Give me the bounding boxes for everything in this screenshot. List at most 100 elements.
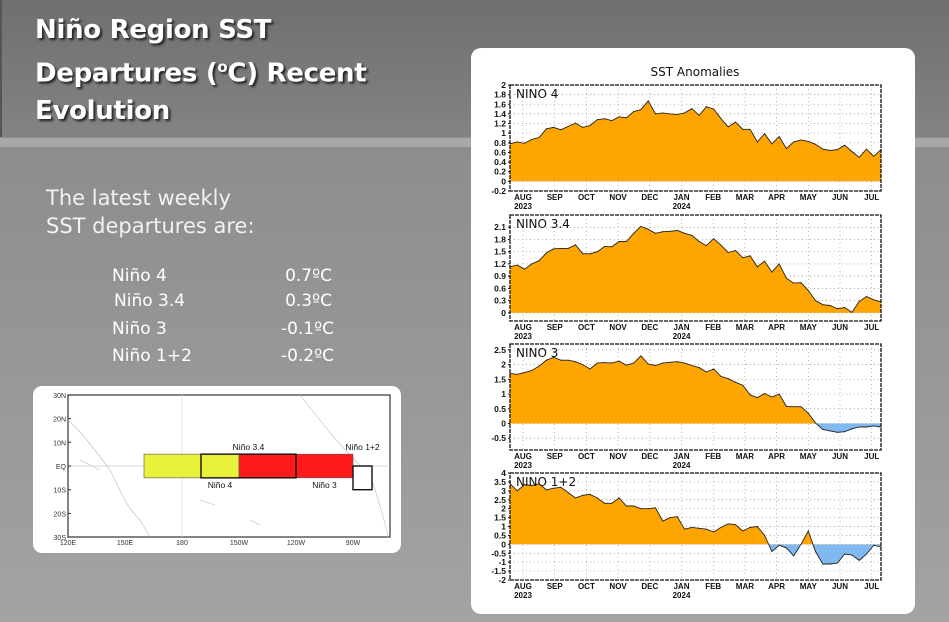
y-tick-label: 1.4: [494, 109, 506, 119]
y-tick-label: 1.8: [494, 234, 506, 244]
data-point: [727, 523, 729, 525]
data-point: [807, 140, 809, 142]
data-point: [749, 128, 751, 130]
year-label: 2024: [673, 202, 691, 211]
data-point: [684, 112, 686, 114]
region-name: Niño 3: [112, 319, 167, 339]
region-label: Niño 4: [208, 480, 233, 490]
y-tick-label: 1.5: [494, 247, 506, 257]
data-point: [815, 300, 817, 302]
data-point: [800, 282, 802, 284]
data-point: [865, 426, 867, 428]
data-point: [684, 528, 686, 530]
data-point: [567, 492, 569, 494]
data-point: [829, 430, 831, 432]
data-point: [618, 116, 620, 118]
anomaly-line: [509, 355, 882, 433]
y-tick-label: 2.5: [494, 495, 506, 505]
lat-label: 30N: [53, 393, 66, 400]
data-point: [720, 118, 722, 120]
data-point: [873, 155, 875, 157]
data-point: [669, 361, 671, 363]
data-point: [844, 431, 846, 433]
negative-anomaly-area: [768, 544, 881, 564]
data-point: [807, 412, 809, 414]
data-point: [727, 252, 729, 254]
intro-line: The latest weekly: [46, 186, 231, 210]
data-point: [662, 231, 664, 233]
slide-title: Niño Region SST Departures (oC) Recent E…: [35, 12, 367, 130]
data-point: [567, 359, 569, 361]
y-tick-label: 0.5: [494, 530, 506, 540]
y-tick-label: 0.5: [494, 404, 506, 414]
data-point: [691, 108, 693, 110]
region-label: Niño 1+2: [345, 442, 380, 452]
data-point: [560, 129, 562, 131]
panel-nino-3-4: 0 0.3 0.6 0.9 1.2 1.5 1.8 2.1 AUG SEP OCT NOV DEC JAN…: [494, 214, 882, 341]
data-point: [676, 229, 678, 231]
data-point: [647, 228, 649, 230]
y-tick-label: 0.2: [494, 167, 506, 177]
data-point: [582, 126, 584, 128]
data-point: [822, 428, 824, 430]
lon-label: 120E: [60, 540, 77, 547]
x-tick-label: JUL: [864, 323, 879, 332]
data-point: [713, 368, 715, 370]
data-point: [662, 362, 664, 364]
plot-frame: [509, 472, 882, 581]
region-label: Niño 3: [312, 480, 337, 490]
region-label: Niño 3.4: [233, 442, 265, 452]
x-tick-label: MAY: [800, 323, 818, 332]
lat-label: EQ: [56, 464, 67, 471]
data-point: [764, 392, 766, 394]
data-point: [735, 121, 737, 123]
data-point: [727, 126, 729, 128]
data-point: [793, 406, 795, 408]
region-value: 0.3ºC: [285, 291, 332, 311]
data-point: [647, 508, 649, 510]
x-tick-label: AUG: [514, 323, 532, 332]
y-tick-label: 1.2: [494, 119, 506, 129]
x-tick-label: JUN: [832, 452, 848, 461]
x-tick-label: APR: [768, 193, 785, 202]
plot-frame: [509, 84, 882, 192]
data-point: [873, 544, 875, 546]
year-label: 2024: [673, 332, 691, 341]
data-point: [785, 405, 787, 407]
y-tick-label: 0.9: [494, 271, 506, 281]
lat-label: 20S: [54, 511, 67, 518]
data-point: [640, 109, 642, 111]
y-tick-label: 0.4: [494, 157, 506, 167]
positive-anomaly-area: [510, 483, 881, 545]
data-point: [560, 486, 562, 488]
data-point: [771, 271, 773, 273]
x-tick-label: MAR: [736, 193, 754, 202]
data-point: [596, 497, 598, 499]
data-point: [756, 141, 758, 143]
x-tick-label: MAY: [800, 193, 818, 202]
data-point: [589, 124, 591, 126]
data-point: [778, 393, 780, 395]
data-point: [545, 128, 547, 130]
x-tick-label: APR: [768, 452, 785, 461]
x-tick-label: DEC: [641, 582, 658, 591]
chart-title: SST Anomalies: [651, 65, 740, 79]
data-point: [713, 531, 715, 533]
data-point: [553, 126, 555, 128]
data-point: [800, 139, 802, 141]
region-box-nino34: [200, 453, 297, 479]
x-tick-label: DEC: [641, 323, 658, 332]
y-tick-label: 1.8: [494, 90, 506, 100]
y-tick-label: -0.5: [491, 548, 506, 558]
y-tick-label: 0: [501, 308, 506, 318]
y-tick-label: 2.1: [494, 222, 506, 232]
plot-frame: [509, 214, 882, 322]
lat-label: 30S: [54, 535, 67, 542]
data-point: [531, 138, 533, 140]
data-point: [865, 553, 867, 555]
x-tick-label: OCT: [578, 193, 595, 202]
data-point: [662, 520, 664, 522]
data-point: [742, 128, 744, 130]
x-tick-label: JAN: [673, 582, 689, 591]
data-point: [567, 125, 569, 127]
